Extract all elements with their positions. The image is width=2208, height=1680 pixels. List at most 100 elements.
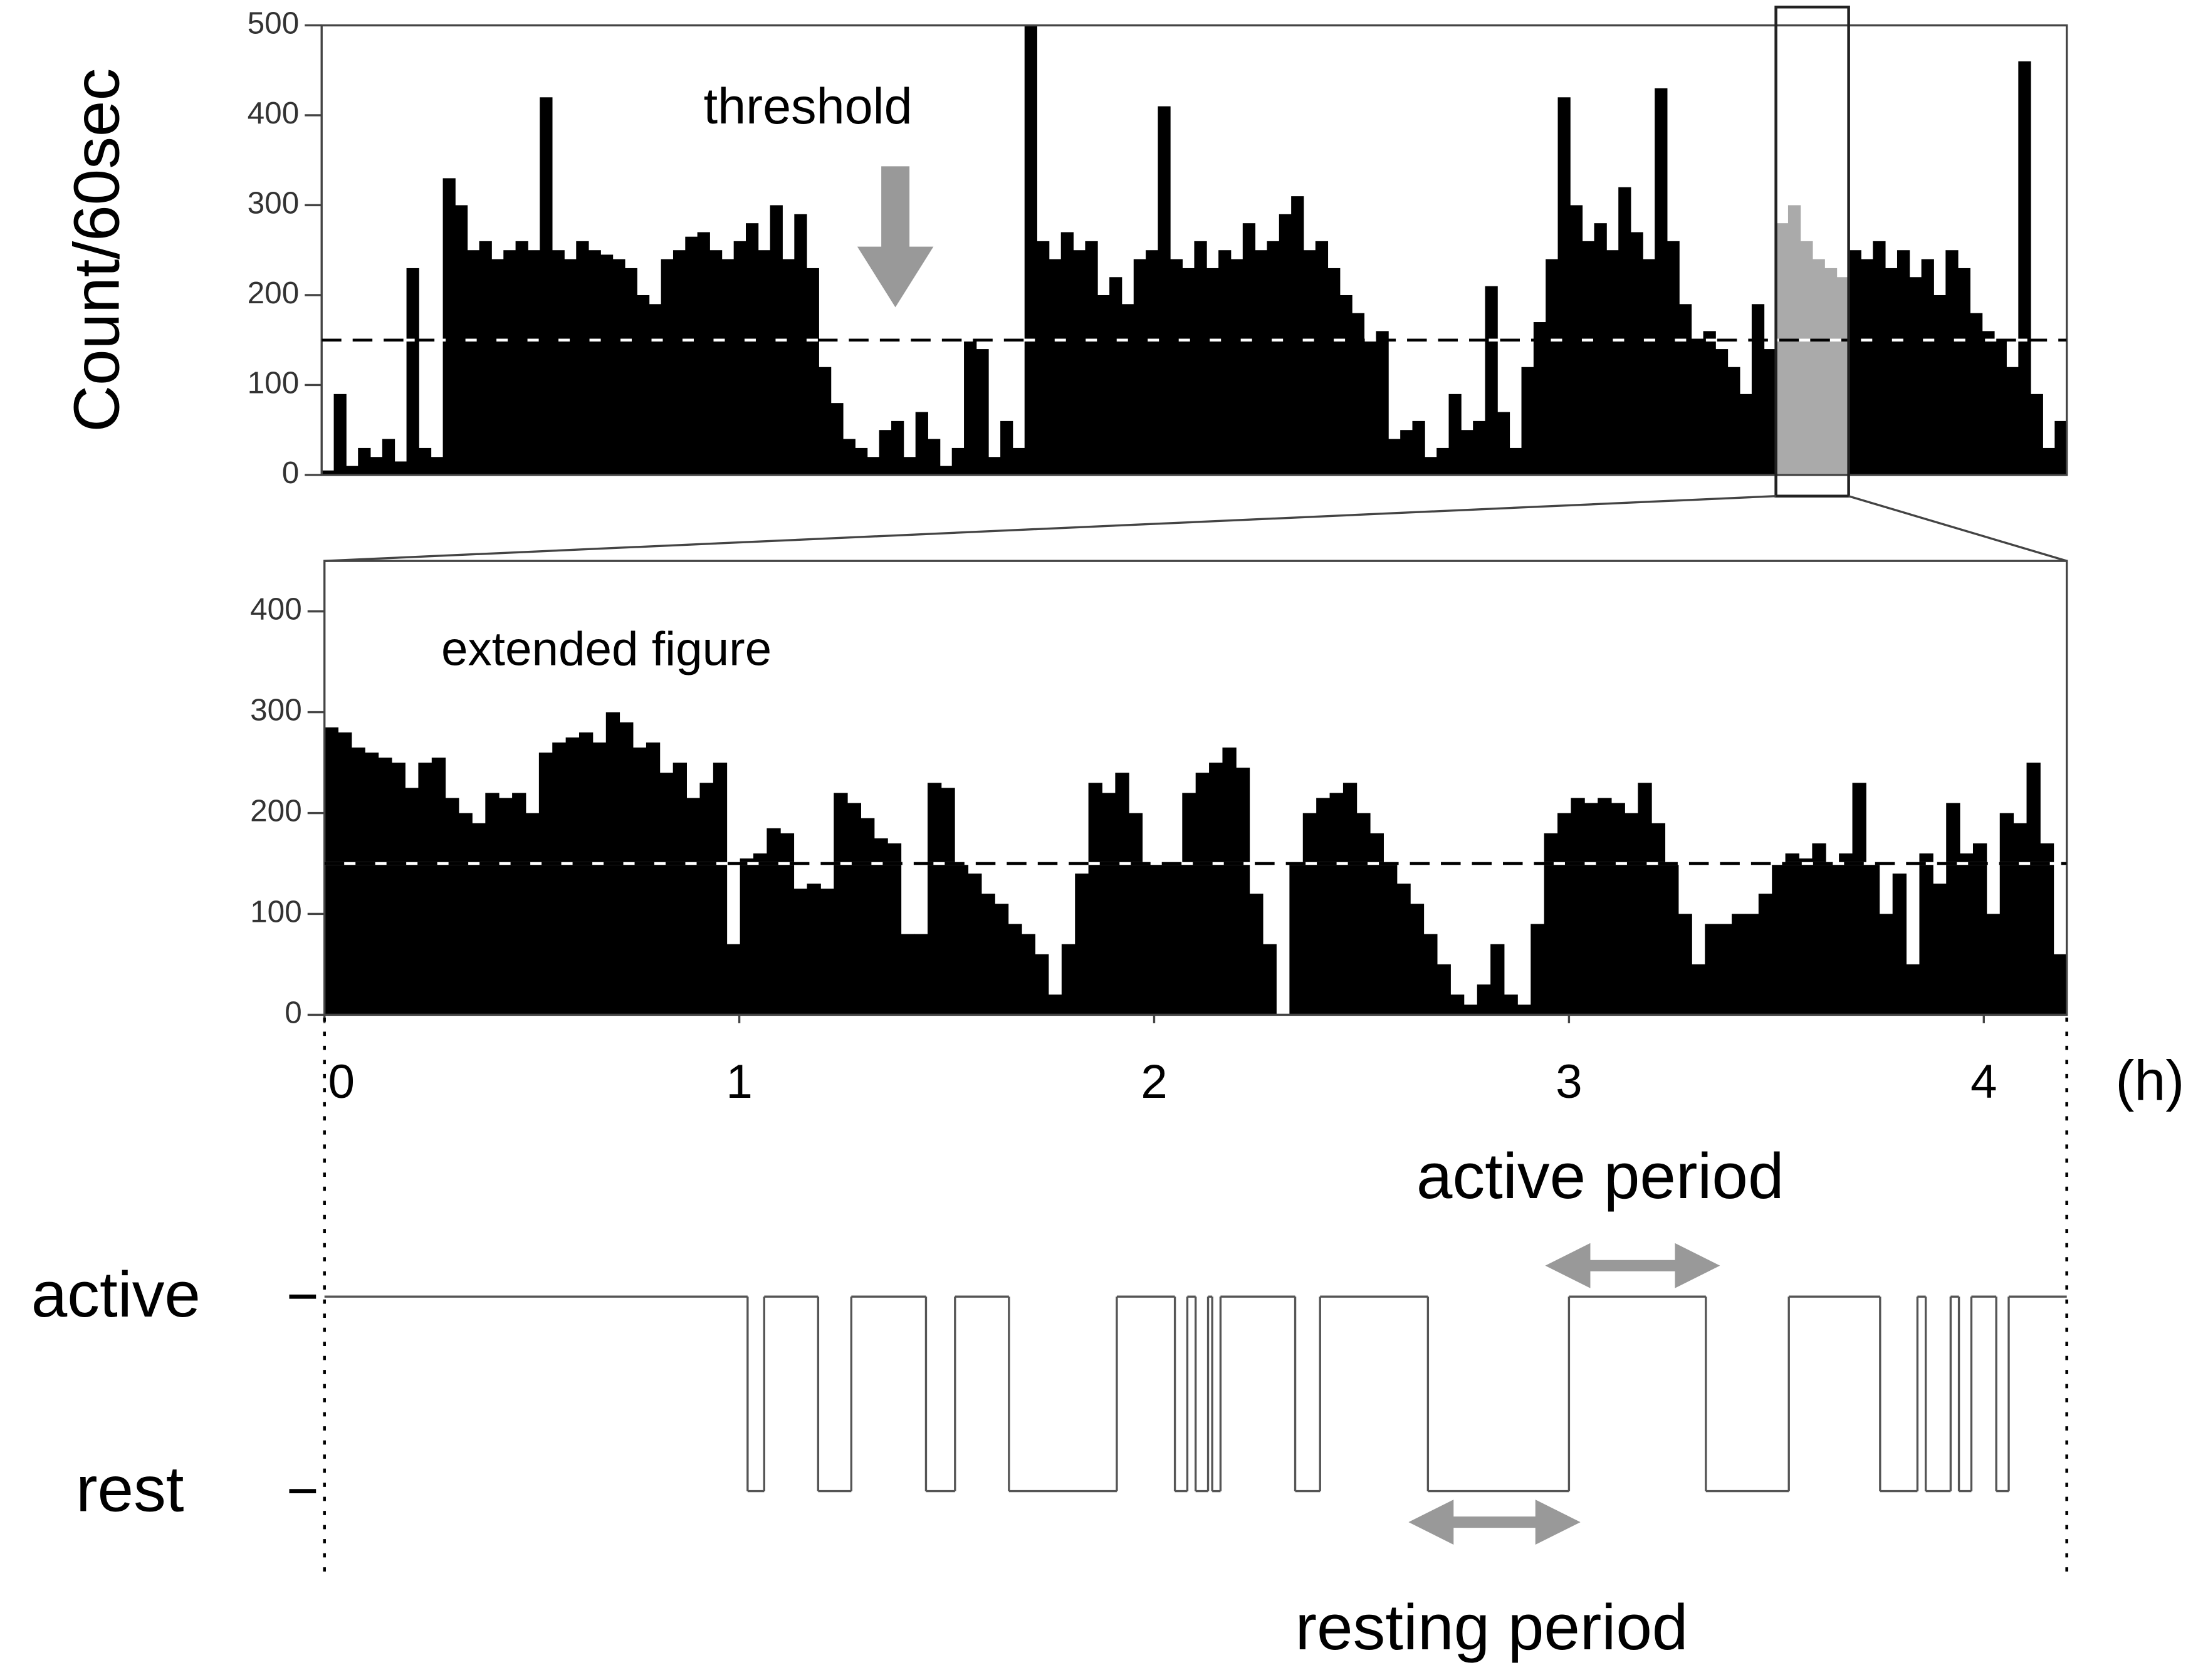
bar — [333, 394, 347, 475]
bar — [1533, 322, 1547, 475]
bar — [632, 747, 647, 1015]
bar — [1315, 241, 1329, 475]
x-tick-label: 2 — [1141, 1055, 1168, 1109]
bar — [1666, 241, 1680, 475]
bar — [1262, 944, 1277, 1015]
bar — [1745, 914, 1759, 1015]
bar — [661, 259, 674, 475]
bar — [1289, 863, 1304, 1015]
bar — [1035, 954, 1049, 1015]
bar — [1169, 259, 1183, 475]
bar — [579, 732, 594, 1015]
y-tick-label: 400 — [248, 96, 300, 130]
bar — [503, 250, 516, 475]
bar — [512, 793, 526, 1015]
bar — [1490, 944, 1505, 1015]
bar — [624, 268, 637, 475]
bar — [322, 470, 335, 475]
bar — [1424, 457, 1438, 475]
bar — [515, 241, 528, 475]
bar — [842, 439, 855, 475]
bar — [1450, 994, 1465, 1015]
bar — [1986, 914, 2001, 1015]
bar — [1351, 313, 1365, 475]
bar — [1594, 223, 1607, 475]
bar — [338, 732, 352, 1015]
y-tick-label: 0 — [285, 995, 302, 1030]
y-tick-label: 300 — [250, 693, 302, 728]
bar — [782, 259, 795, 475]
bar — [1751, 304, 1765, 475]
x-tick-label: 0 — [328, 1055, 355, 1109]
bar — [1517, 1004, 1532, 1015]
bar — [901, 934, 915, 1015]
bar — [1957, 268, 1970, 475]
bar — [1921, 259, 1934, 475]
bar — [887, 843, 902, 1015]
bar — [1073, 250, 1086, 475]
bar — [819, 367, 832, 475]
bar — [1194, 241, 1207, 475]
bar — [745, 223, 759, 475]
bar — [1383, 863, 1398, 1015]
bar — [1000, 420, 1013, 475]
bar — [1504, 994, 1518, 1015]
y-tick-label: 100 — [250, 895, 302, 929]
bar — [1678, 914, 1692, 1015]
bar — [672, 763, 687, 1015]
bar — [672, 250, 686, 475]
bar — [1410, 904, 1425, 1015]
y-tick-label: 0 — [282, 456, 300, 490]
bar — [1097, 295, 1110, 475]
bar — [968, 874, 982, 1015]
bar — [1128, 813, 1143, 1015]
bar — [458, 813, 473, 1015]
bar — [1630, 232, 1643, 475]
bar — [1222, 747, 1237, 1015]
bar — [1021, 934, 1035, 1015]
bar — [1133, 259, 1146, 475]
bar — [1824, 268, 1838, 475]
zoom-line — [1848, 495, 2068, 562]
bar — [2006, 367, 2019, 475]
zoom-box — [1774, 5, 1850, 498]
bar — [1557, 97, 1571, 475]
bar — [753, 853, 768, 1015]
bar — [1142, 863, 1156, 1015]
bar — [1825, 863, 1840, 1015]
bar — [867, 457, 880, 475]
bar — [1146, 250, 1159, 475]
annotation: resting period — [1295, 1590, 1688, 1663]
bar — [1665, 863, 1679, 1015]
bar — [964, 340, 977, 475]
bar — [861, 818, 875, 1015]
bar — [1879, 914, 1893, 1015]
bar — [1509, 447, 1522, 475]
bar — [406, 268, 419, 475]
bar — [370, 457, 383, 475]
bar — [758, 250, 771, 475]
bar — [726, 944, 741, 1015]
bar — [780, 833, 795, 1015]
bar — [1972, 843, 1987, 1015]
bar — [1182, 793, 1196, 1015]
bar — [941, 788, 955, 1015]
bar — [592, 742, 607, 1015]
bar — [1959, 853, 1974, 1015]
bar — [358, 447, 371, 475]
bar — [1678, 304, 1692, 475]
plot-frame — [320, 24, 2068, 476]
bar — [891, 420, 904, 475]
bar — [1848, 250, 1861, 475]
bar — [498, 798, 513, 1015]
y-tick-label: rest — [76, 1452, 184, 1525]
bar — [445, 798, 459, 1015]
bar — [1460, 430, 1474, 475]
bar — [1037, 241, 1050, 475]
bar — [1836, 277, 1850, 475]
bar — [1342, 783, 1358, 1015]
bar — [600, 254, 614, 475]
bar — [1982, 331, 1995, 475]
bar — [540, 97, 553, 475]
